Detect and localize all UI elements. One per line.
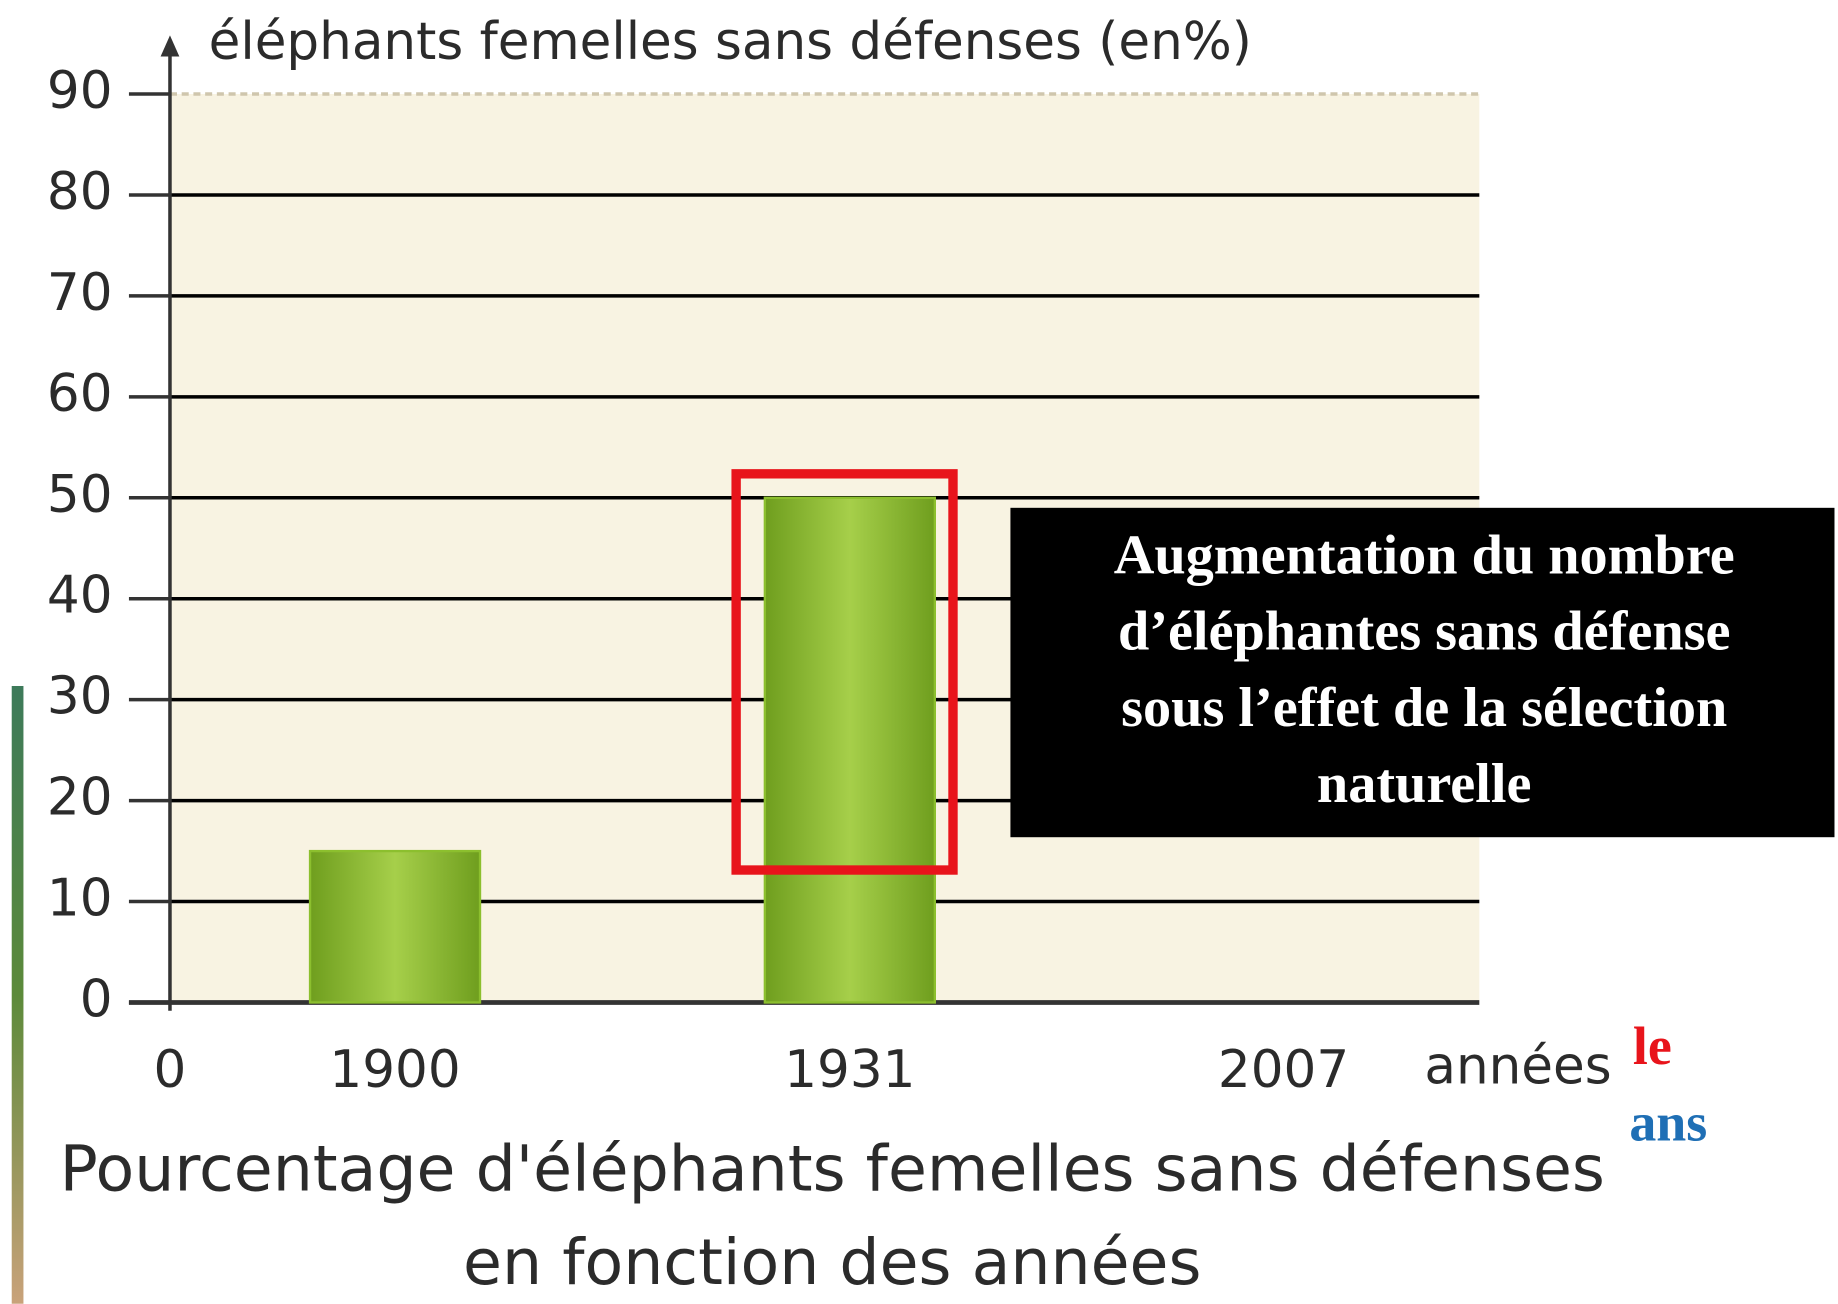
chart-title: Pourcentage d'éléphants femelles sans dé…: [60, 1131, 1605, 1299]
y-tick-label: 60: [47, 364, 113, 424]
y-tick-label: 50: [47, 465, 113, 525]
y-tick-label: 70: [47, 263, 113, 323]
y-tick-label: 80: [47, 162, 113, 222]
annotation-line: d’éléphantes sans défense: [1118, 601, 1731, 663]
y-axis-arrow: [160, 35, 180, 57]
annotation-box: [1010, 507, 1835, 838]
x-tick-label: 1900: [329, 1040, 460, 1100]
y-tick-label: 0: [80, 969, 113, 1029]
photo-strip: [11, 685, 24, 1304]
annotation-line: naturelle: [1317, 753, 1532, 815]
x-start-label: 0: [154, 1040, 187, 1100]
bar: [308, 849, 482, 1004]
y-tick-label: 20: [47, 768, 113, 828]
annotation-line: sous l’effet de la sélection: [1121, 677, 1727, 739]
y-tick-label: 10: [47, 869, 113, 929]
annotation-line: Augmentation du nombre: [1114, 524, 1735, 586]
y-axis-label: éléphants femelles sans défenses (en%): [209, 12, 1252, 72]
x-axis-label: années: [1424, 1036, 1611, 1096]
bar: [763, 496, 936, 1004]
y-tick-label: 40: [47, 566, 113, 626]
y-tick-label: 90: [47, 61, 113, 121]
x-tick-label: 2007: [1218, 1040, 1349, 1100]
x-tick-label: 1931: [784, 1040, 915, 1100]
highlight-box: [731, 469, 958, 875]
y-tick-label: 30: [47, 667, 113, 727]
stray-text: ans: [1629, 1092, 1707, 1152]
stray-text: le: [1633, 1016, 1672, 1076]
